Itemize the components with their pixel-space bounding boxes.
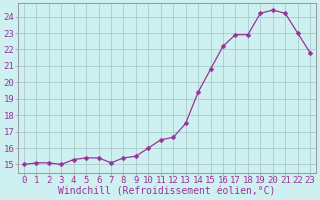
X-axis label: Windchill (Refroidissement éolien,°C): Windchill (Refroidissement éolien,°C): [58, 187, 276, 197]
